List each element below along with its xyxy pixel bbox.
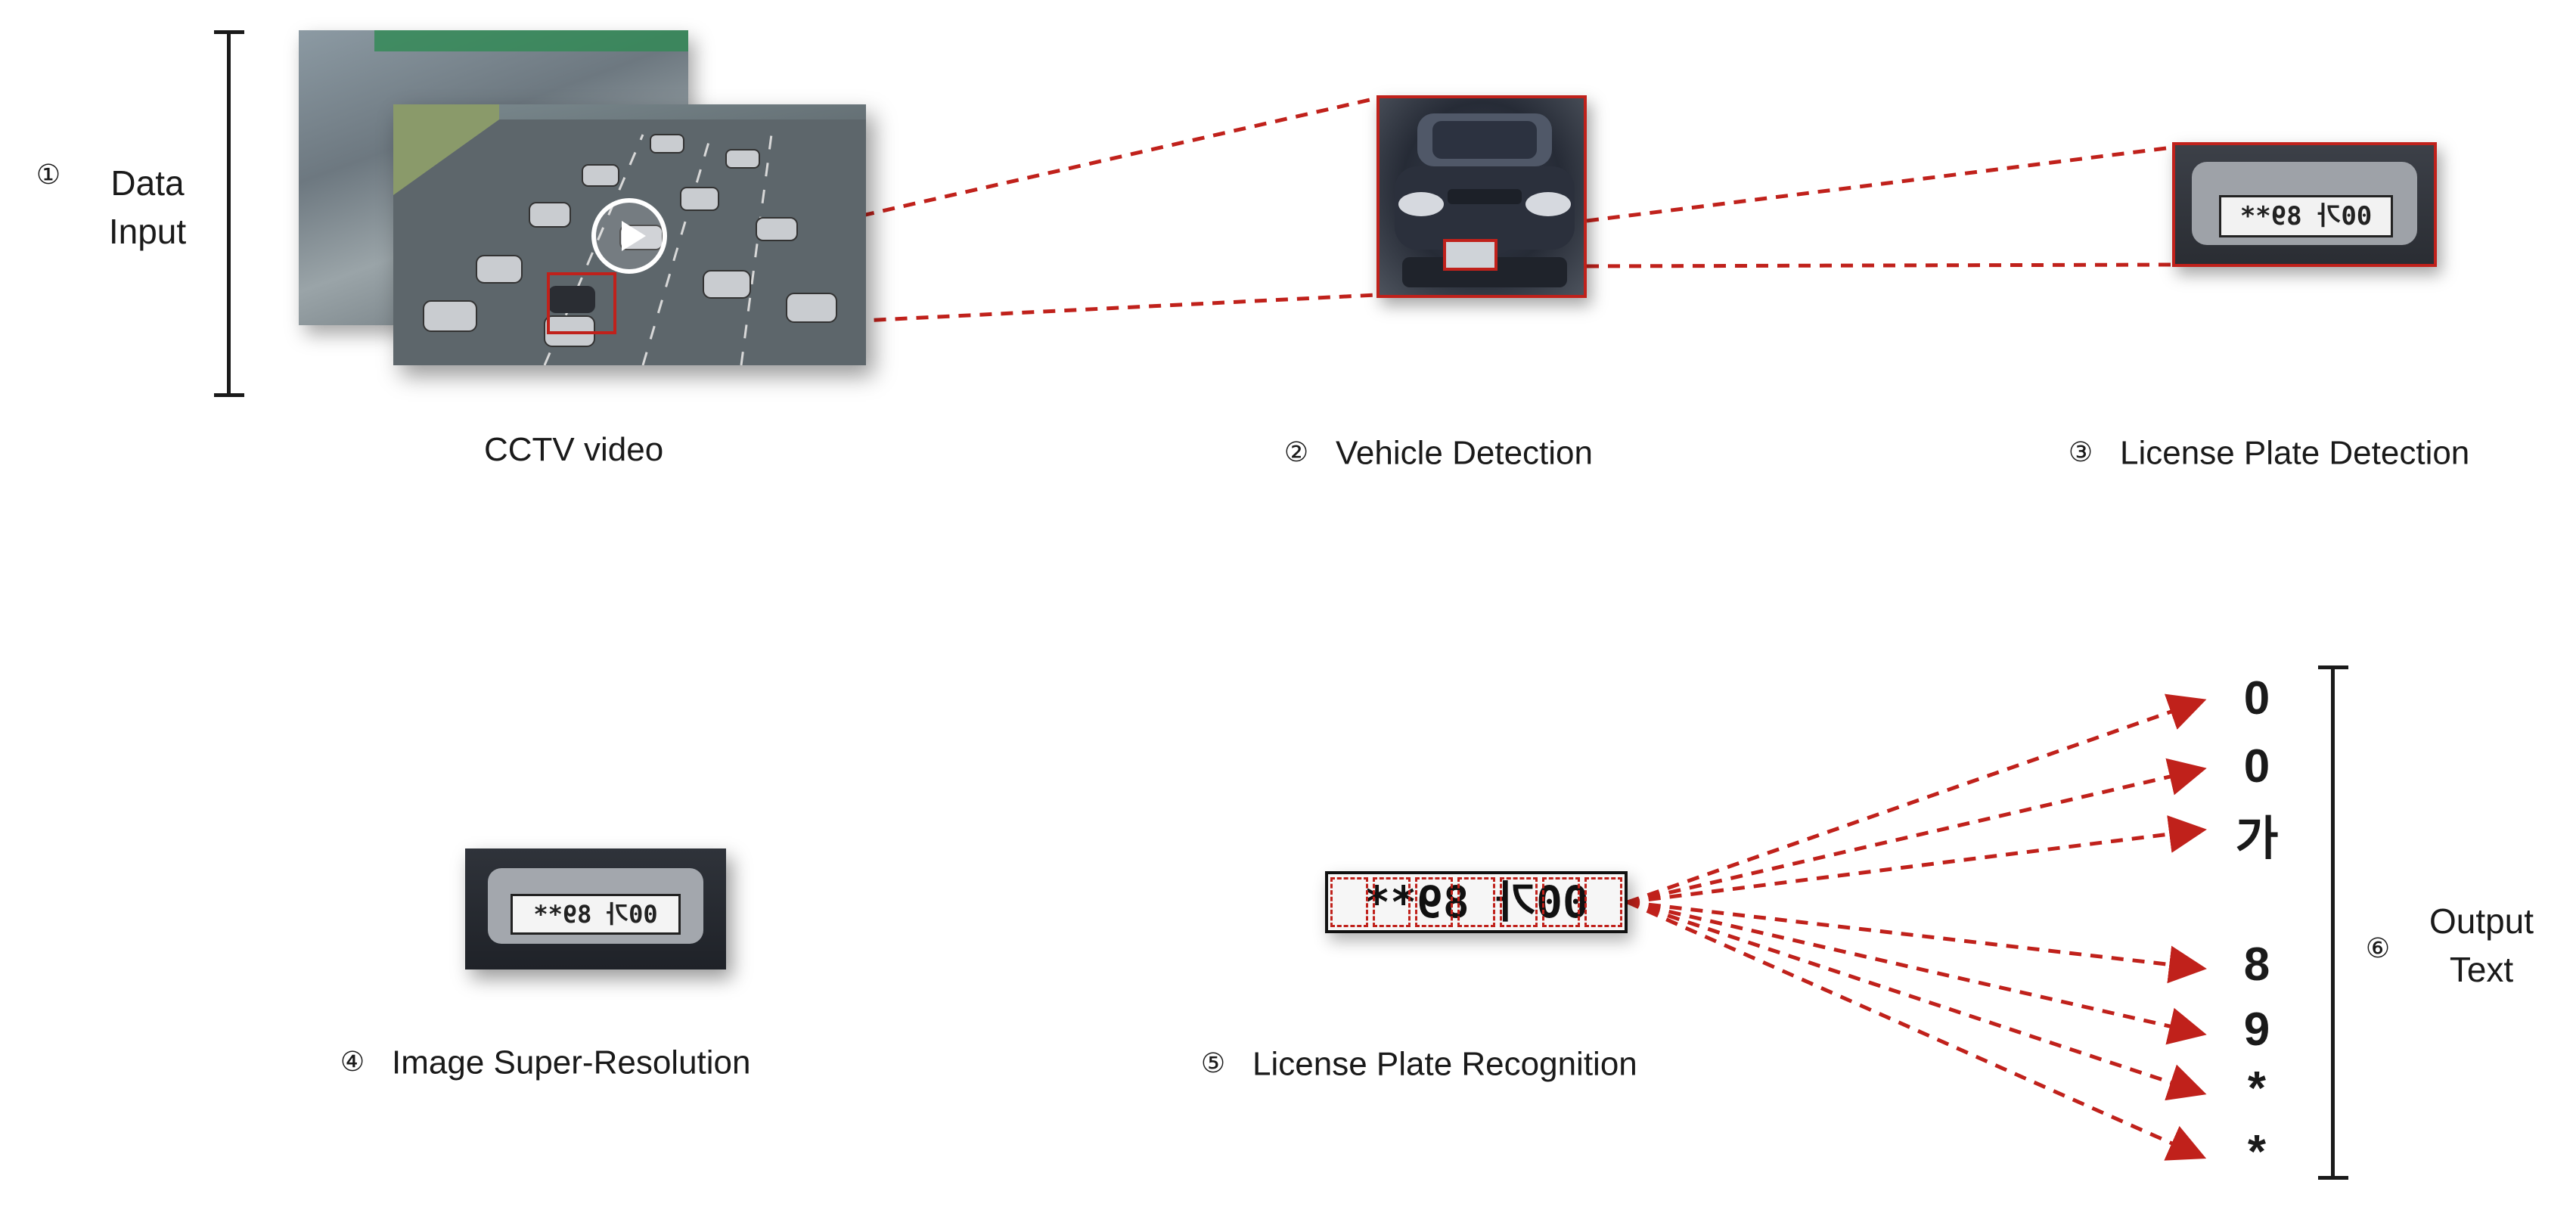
detected-vehicle-box [547, 272, 616, 334]
character-box [1330, 877, 1368, 927]
output-bracket [2318, 665, 2348, 1180]
video-front-frame [393, 104, 866, 365]
input-bracket [214, 30, 244, 397]
output-char: * [2247, 1126, 2267, 1178]
data-input-line1: Data [110, 163, 185, 203]
connector-line [861, 96, 1377, 218]
character-box [1457, 877, 1495, 927]
recognition-arrow [1626, 900, 2207, 1161]
plate-text: 00가 89** [533, 900, 658, 929]
step-6-number: ⑥ [2358, 929, 2417, 969]
output-char: 9 [2243, 1004, 2270, 1056]
output-char: 0 [2243, 740, 2270, 793]
plate-detection-label: ③ License Plate Detection [2061, 433, 2469, 473]
plate-text: 00가 89** [2239, 201, 2373, 231]
step-number: ⑥ [2365, 932, 2391, 964]
recognition-arrow [1627, 900, 2207, 984]
step-title: Image Super-Resolution [392, 1044, 751, 1081]
recognition-arrow [1627, 900, 2207, 1045]
plate-detection-box [1443, 239, 1497, 271]
plate-face: 00가 89** [511, 894, 681, 935]
play-icon [622, 221, 646, 251]
output-char: 가 [2235, 813, 2279, 865]
vehicle-front-image [1395, 113, 1575, 287]
character-box [1500, 877, 1538, 927]
output-char: 8 [2243, 938, 2270, 991]
step-title: License Plate Detection [2120, 434, 2470, 472]
plate-face: 00가 89** [2219, 195, 2393, 237]
character-box [1584, 877, 1622, 927]
connector-line [1586, 145, 2173, 223]
plate-recognition-label: ⑤ License Plate Recognition [1193, 1044, 1637, 1084]
step-number: ② [1283, 436, 1309, 468]
vehicle-crop [1376, 95, 1587, 298]
character-box [1373, 877, 1411, 927]
step-number: ⑤ [1200, 1047, 1226, 1079]
recognition-arrow [1627, 900, 2207, 1101]
character-box [1415, 877, 1453, 927]
output-text-line2: Text [2449, 950, 2514, 989]
super-resolution-label: ④ Image Super-Resolution [333, 1042, 751, 1082]
super-resolution-image: 00가 89** [465, 848, 726, 969]
data-input-line2: Input [108, 212, 187, 251]
output-char: * [2247, 1063, 2267, 1115]
output-text-line1: Output [2429, 901, 2534, 941]
step-1-label: ① [29, 155, 88, 195]
step-number: ① [36, 159, 61, 191]
step-number: ④ [340, 1046, 365, 1078]
recognition-plate: 00가 89** [1325, 871, 1628, 933]
step-title: Vehicle Detection [1336, 434, 1593, 472]
data-input-label: Data Input [91, 159, 204, 256]
character-box [1542, 877, 1580, 927]
output-text-label: Output Text [2417, 897, 2546, 994]
step-title: License Plate Recognition [1252, 1045, 1637, 1083]
plate-crop: 00가 89** [2172, 142, 2437, 267]
step-number: ③ [2068, 436, 2093, 468]
cctv-video-caption: CCTV video [484, 431, 664, 468]
connector-line [1586, 262, 2173, 268]
recognition-arrow [1627, 815, 2207, 904]
recognition-arrow [1627, 693, 2207, 904]
recognition-arrow [1627, 758, 2207, 904]
output-char: 0 [2243, 672, 2270, 724]
vehicle-detection-label: ② Vehicle Detection [1277, 433, 1593, 473]
play-button[interactable] [591, 198, 667, 274]
